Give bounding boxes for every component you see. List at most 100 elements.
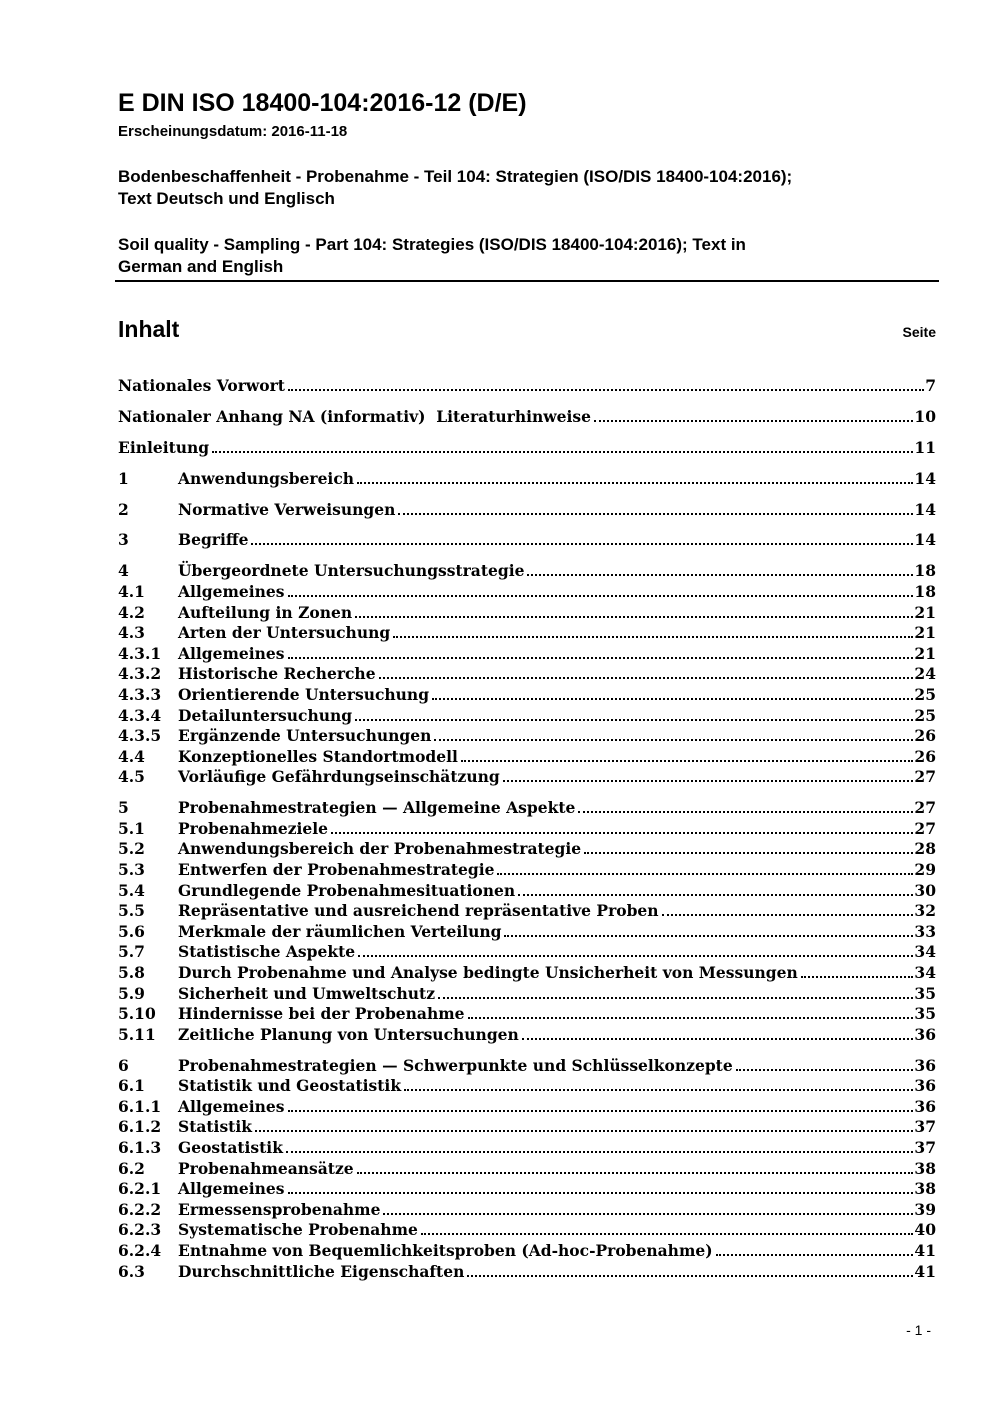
- toc-entry-dot-leader: [578, 811, 914, 814]
- toc-entry-label: Allgemeines: [178, 581, 285, 601]
- toc-entry-number: 5.11: [118, 1024, 156, 1044]
- toc-entry: 5 Probenahmestrategien — Allgemeine Aspe…: [118, 798, 936, 819]
- toc-entry-label: Hindernisse bei der Probenahme: [178, 1004, 465, 1024]
- toc-entry-page: 30: [914, 880, 936, 900]
- toc-entry-number: 5.5: [118, 901, 145, 921]
- toc-entry-dot-leader: [254, 1130, 914, 1133]
- title-german-line-2: Text Deutsch und Englisch: [118, 189, 335, 208]
- toc-entry: 4.4 Konzeptionelles Standortmodell 26: [118, 747, 936, 768]
- toc-entry-number: 4.2: [118, 602, 145, 622]
- toc-entry-page: 29: [914, 859, 936, 879]
- toc-entry-page: 27: [914, 818, 936, 838]
- toc-entry-page: 38: [914, 1179, 936, 1199]
- toc-entry-page: 28: [914, 839, 936, 859]
- toc-entry-page: 21: [914, 602, 936, 622]
- toc-entry-number: 6.1.2: [118, 1117, 162, 1137]
- toc-entry-number: 2: [118, 499, 129, 519]
- toc-entry-label: Vorläufige Gefährdungseinschätzung: [178, 767, 500, 787]
- toc-entry-page: 7: [925, 376, 936, 395]
- toc-entry-label: Konzeptionelles Standortmodell: [178, 746, 458, 766]
- toc-entry-dot-leader: [287, 1192, 914, 1195]
- toc-entry: Nationales Vorwort 7: [118, 376, 936, 397]
- toc-entry-dot-leader: [355, 615, 914, 618]
- toc-entry-label: Statistik: [178, 1117, 252, 1137]
- toc-entry-label: Allgemeines: [178, 1096, 285, 1116]
- toc-entry-page: 36: [914, 1055, 936, 1075]
- toc-entry-label: Statistische Aspekte: [178, 942, 356, 962]
- toc-entry: 5.10 Hindernisse bei der Probenahme 35: [118, 1004, 936, 1025]
- toc-entry-page: 18: [914, 581, 936, 601]
- toc-entry: 6.2.4 Entnahme von Bequemlichkeitsproben…: [118, 1241, 936, 1262]
- toc-entry-label: Sicherheit und Umweltschutz: [178, 983, 435, 1003]
- toc-entry-label: Systematische Probenahme: [178, 1220, 418, 1240]
- toc-entry-label: Anwendungsbereich: [178, 468, 355, 488]
- toc-entry-number: 5.3: [118, 859, 145, 879]
- toc-entry-page: 21: [914, 643, 936, 663]
- toc-entry-dot-leader: [497, 872, 914, 875]
- toc-entry-dot-leader: [467, 1017, 914, 1020]
- toc-entry-number: 5.9: [118, 983, 145, 1003]
- toc-entry-page: 37: [914, 1117, 936, 1137]
- toc-entry: 5.9 Sicherheit und Umweltschutz 35: [118, 984, 936, 1005]
- toc-page-column-label: Seite: [902, 324, 936, 340]
- toc-entry-dot-leader: [432, 697, 914, 700]
- toc-entry: 5.7 Statistische Aspekte 34: [118, 942, 936, 963]
- toc-entry-page: 14: [914, 468, 936, 488]
- toc-header: Inhalt Seite: [118, 316, 936, 342]
- toc-entry-label: Allgemeines: [178, 643, 285, 663]
- toc-entry-label: Ermessensprobenahme: [178, 1199, 381, 1219]
- toc-entry-label: Probenahmeansätze: [178, 1158, 354, 1178]
- toc-entry: 5.5 Repräsentative und ausreichend reprä…: [118, 901, 936, 922]
- toc-entry-label: Probenahmestrategien — Schwerpunkte und …: [178, 1055, 733, 1075]
- toc-entry-label: Zeitliche Planung von Untersuchungen: [178, 1024, 519, 1044]
- toc-entry-dot-leader: [383, 1212, 914, 1215]
- toc-entry: 5.8 Durch Probenahme und Analyse bedingt…: [118, 963, 936, 984]
- toc-entry-number: 4.3.3: [118, 684, 162, 704]
- toc-entry-label: Orientierende Untersuchung: [178, 684, 430, 704]
- toc-entry-label: Geostatistik: [178, 1137, 283, 1157]
- toc-entry-number: 4.3.5: [118, 726, 162, 746]
- page-number-footer: - 1 -: [906, 1322, 931, 1338]
- toc-entry-label: Übergeordnete Untersuchungsstrategie: [178, 561, 525, 581]
- document-code: E DIN ISO 18400-104:2016-12 (D/E): [118, 89, 527, 117]
- toc-entry-number: 4: [118, 561, 129, 581]
- toc-entry-dot-leader: [378, 677, 914, 680]
- toc-entry-number: 6.1.1: [118, 1096, 162, 1116]
- toc-entry-dot-leader: [521, 1037, 914, 1040]
- toc-entry-number: 5.10: [118, 1004, 156, 1024]
- toc-entry-dot-leader: [518, 893, 914, 896]
- toc-entry-label: Merkmale der räumlichen Verteilung: [178, 921, 502, 941]
- toc-heading: Inhalt: [118, 316, 180, 342]
- toc-entry-dot-leader: [527, 574, 914, 577]
- title-english-line-2: German and English: [118, 257, 284, 276]
- toc-entry: 5.4 Grundlegende Probenahmesituationen 3…: [118, 881, 936, 902]
- toc-entry-number: 5.1: [118, 818, 145, 838]
- toc-entry-dot-leader: [502, 780, 914, 783]
- toc-entry-label: Aufteilung in Zonen: [178, 602, 353, 622]
- toc-entry-page: 11: [914, 437, 936, 457]
- toc-entry-page: 14: [914, 530, 936, 550]
- toc-entry-dot-leader: [735, 1068, 914, 1071]
- toc-entry-page: 38: [914, 1158, 936, 1178]
- toc-entry: 6.2.2 Ermessensprobenahme 39: [118, 1200, 936, 1221]
- toc-entry-dot-leader: [593, 419, 914, 422]
- toc-entry-dot-leader: [355, 718, 914, 721]
- toc-entry-page: 26: [914, 726, 936, 746]
- toc-entry: 5.2 Anwendungsbereich der Probenahmestra…: [118, 839, 936, 860]
- toc-entry-dot-leader: [715, 1253, 914, 1256]
- toc-entry-dot-leader: [212, 450, 914, 453]
- toc-entry-number: 6.2.4: [118, 1240, 162, 1260]
- toc-entry: 6.2 Probenahmeansätze 38: [118, 1159, 936, 1180]
- toc-entry-page: 27: [914, 767, 936, 787]
- toc-entry: 4.3 Arten der Untersuchung 21: [118, 623, 936, 644]
- toc-entry-page: 21: [914, 623, 936, 643]
- toc-entry: 4.3.5 Ergänzende Untersuchungen 26: [118, 726, 936, 747]
- toc-entry-page: 39: [914, 1199, 936, 1219]
- document-header: E DIN ISO 18400-104:2016-12 (D/E) Ersche…: [115, 89, 939, 282]
- release-date: Erscheinungsdatum: 2016-11-18: [118, 123, 348, 140]
- toc-entry-dot-leader: [467, 1274, 914, 1277]
- toc-entry-page: 35: [914, 983, 936, 1003]
- toc-entry-number: 5.2: [118, 839, 145, 859]
- toc-entry: 6.1.2 Statistik 37: [118, 1117, 936, 1138]
- toc-entry: 6.2.1 Allgemeines 38: [118, 1179, 936, 1200]
